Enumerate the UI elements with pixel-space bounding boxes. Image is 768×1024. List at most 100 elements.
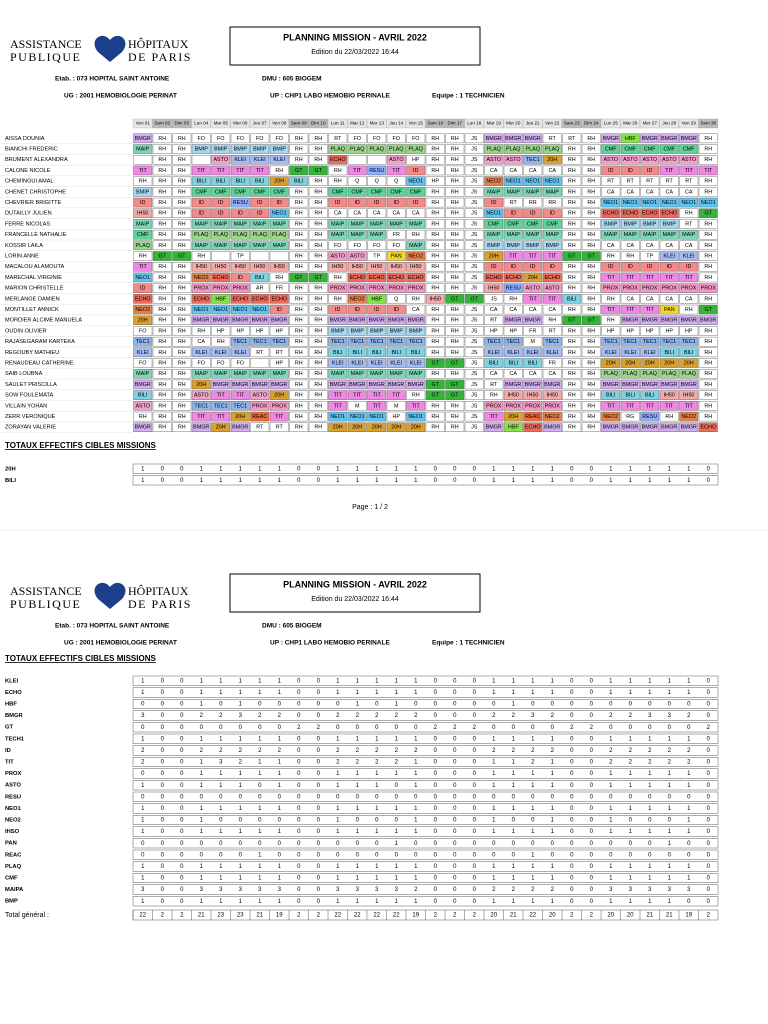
total-value: 1 bbox=[219, 736, 223, 742]
shift-cell bbox=[464, 422, 484, 433]
shift-code: RH bbox=[626, 253, 634, 259]
total-value: 0 bbox=[648, 725, 652, 731]
total-value: 1 bbox=[551, 466, 555, 472]
day-label: Sam 30 bbox=[700, 121, 716, 126]
total-value: 2 bbox=[492, 713, 496, 719]
shift-code: TEC1 bbox=[545, 339, 559, 345]
shift-code: TIT bbox=[548, 253, 557, 259]
shift-cell bbox=[230, 165, 250, 176]
total-label: REAC bbox=[5, 852, 22, 858]
shift-code: ID bbox=[277, 307, 282, 313]
shift-code: RH bbox=[295, 425, 303, 431]
shift-code: RH bbox=[178, 414, 186, 420]
shift-code: BILI bbox=[216, 179, 226, 185]
shift-cell bbox=[230, 208, 250, 218]
total-value: 1 bbox=[609, 478, 613, 484]
shift-cell bbox=[503, 336, 523, 347]
total-value: 1 bbox=[336, 736, 340, 742]
total-value: 1 bbox=[200, 806, 204, 812]
total-value: 1 bbox=[375, 829, 379, 835]
total-value: 1 bbox=[551, 806, 555, 812]
shift-code: RH bbox=[178, 221, 186, 227]
shift-cell bbox=[484, 411, 504, 422]
shift-code: TIT bbox=[548, 296, 557, 302]
shift-cell bbox=[191, 208, 211, 218]
shift-cell bbox=[172, 347, 192, 358]
total-value: 0 bbox=[317, 818, 321, 824]
shift-code: RH bbox=[178, 393, 186, 399]
shift-cell bbox=[250, 315, 270, 326]
shift-cell bbox=[289, 369, 309, 379]
shift-code: RH bbox=[334, 168, 342, 174]
shift-code: BMGR bbox=[486, 425, 502, 431]
shift-code: ECHO bbox=[642, 211, 658, 217]
total-value: 0 bbox=[707, 771, 711, 777]
shift-code: FO bbox=[393, 136, 401, 142]
shift-code: BMGR bbox=[213, 318, 229, 324]
total-value: 0 bbox=[707, 478, 711, 484]
total-value: 0 bbox=[434, 852, 438, 858]
total-value: 0 bbox=[239, 818, 243, 824]
shift-code: PROX bbox=[701, 286, 717, 292]
shift-cell bbox=[581, 283, 601, 293]
shift-code: RH bbox=[139, 414, 147, 420]
total-value: 0 bbox=[609, 852, 613, 858]
shift-cell bbox=[347, 369, 367, 379]
total-value: 1 bbox=[492, 690, 496, 696]
total-value: 0 bbox=[434, 760, 438, 766]
shift-code: JS bbox=[471, 275, 478, 281]
shift-cell bbox=[620, 240, 640, 251]
total-value: 0 bbox=[687, 794, 691, 800]
total-value: 0 bbox=[161, 748, 165, 754]
shift-cell bbox=[620, 144, 640, 154]
shift-cell bbox=[445, 240, 465, 251]
shift-code: RH bbox=[334, 275, 342, 281]
shift-cell bbox=[152, 187, 172, 197]
total-value: 1 bbox=[492, 736, 496, 742]
shift-code: 20H bbox=[411, 425, 421, 431]
total-row bbox=[132, 838, 719, 849]
shift-cell bbox=[289, 144, 309, 154]
shift-cell bbox=[679, 379, 699, 390]
shift-cell bbox=[308, 133, 328, 144]
total-value: 0 bbox=[473, 783, 477, 789]
shift-cell bbox=[172, 187, 192, 197]
shift-code: MAIP bbox=[663, 232, 677, 238]
shift-code: PROX bbox=[681, 286, 697, 292]
shift-code: KLEI bbox=[663, 253, 675, 259]
day-label: Dim 24 bbox=[584, 121, 599, 126]
staff-name: SAULET PRISCILLA bbox=[5, 382, 57, 388]
shift-code: RH bbox=[568, 286, 576, 292]
shift-code: TIT bbox=[373, 393, 382, 399]
shift-code: HP bbox=[490, 328, 498, 334]
shift-code: RH bbox=[704, 146, 712, 152]
total-value: 2 bbox=[629, 760, 633, 766]
shift-cell bbox=[211, 358, 231, 368]
shift-code: CMF bbox=[410, 189, 422, 195]
shift-code: PLAQ bbox=[233, 232, 247, 238]
total-value: 0 bbox=[200, 794, 204, 800]
total-value: 1 bbox=[531, 771, 535, 777]
day-label: Sam 23 bbox=[564, 121, 580, 126]
shift-cell bbox=[640, 369, 660, 379]
shift-cell bbox=[620, 251, 640, 261]
total-value: 20 bbox=[549, 913, 556, 919]
shift-cell bbox=[152, 347, 172, 358]
total-value: 23 bbox=[217, 913, 224, 919]
shift-code: RH bbox=[412, 232, 420, 238]
total-value: 1 bbox=[239, 466, 243, 472]
shift-code: RH bbox=[704, 339, 712, 345]
shift-cell bbox=[191, 251, 211, 261]
shift-code: HP bbox=[685, 328, 693, 334]
shift-cell bbox=[503, 240, 523, 251]
shift-cell bbox=[581, 144, 601, 154]
total-value: 0 bbox=[317, 466, 321, 472]
shift-cell bbox=[484, 154, 504, 165]
shift-cell bbox=[484, 176, 504, 186]
info: UP : CHP1 LABO HEMOBIO PERINALE bbox=[270, 640, 390, 647]
shift-code: RH bbox=[314, 286, 322, 292]
shift-cell bbox=[250, 422, 270, 433]
shift-code: TIT bbox=[529, 296, 538, 302]
shift-cell bbox=[328, 219, 348, 229]
shift-code: MAIP bbox=[214, 371, 228, 377]
